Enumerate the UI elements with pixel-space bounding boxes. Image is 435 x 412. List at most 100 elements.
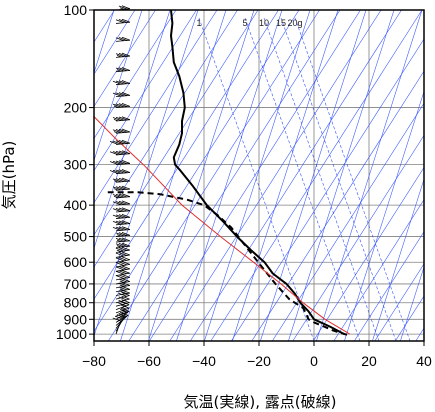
wind-barb-flag — [121, 207, 131, 212]
moist-adiabat-line — [148, 10, 255, 341]
mixing-ratio-line — [280, 17, 397, 341]
moist-adiabat-line — [120, 10, 227, 341]
wind-barb-staff — [115, 142, 130, 145]
wind-barb-flag — [121, 193, 131, 198]
x-tick-label: 20 — [361, 353, 377, 369]
y-tick-label: 300 — [64, 157, 88, 173]
wind-barb-flag — [109, 170, 119, 174]
wind-barb-staff — [115, 234, 130, 237]
wind-barb-flag — [121, 237, 131, 242]
wind-barb-flag — [115, 103, 125, 108]
wind-barb-flag — [112, 221, 122, 225]
wind-barb-flag — [121, 265, 130, 270]
wind-barb — [112, 116, 131, 122]
wind-barb-staff — [115, 203, 130, 206]
wind-barb-flag — [118, 256, 127, 261]
dewpoint-line — [107, 191, 348, 336]
mixing-ratio-label: 15 — [276, 18, 286, 28]
wind-barb-flag — [118, 103, 128, 107]
wind-barb-flag — [121, 295, 130, 300]
wind-barb-staff — [115, 295, 130, 300]
wind-barb-flag — [121, 274, 130, 278]
wind-barb-flag — [115, 129, 125, 133]
wind-barb-flag — [118, 237, 128, 242]
wind-barb-flag — [121, 185, 131, 190]
wind-barb-flag — [118, 247, 127, 251]
dry-adiabat-line — [128, 10, 341, 341]
wind-barb-flag — [112, 92, 122, 97]
wind-barb-staff — [115, 180, 130, 183]
wind-barb-flag — [118, 193, 128, 198]
wind-barb-staff — [115, 259, 130, 263]
wind-barb-flag — [118, 226, 128, 231]
dry-adiabat-line — [94, 10, 279, 300]
wind-barb-flag — [112, 80, 122, 85]
wind-barb-flag — [109, 151, 119, 156]
wind-barb-flag — [115, 201, 125, 205]
wind-barb-flag — [118, 261, 127, 266]
wind-barb-flag — [115, 140, 125, 145]
parcel-line — [94, 115, 351, 335]
wind-barb-flag — [121, 242, 131, 247]
wind-barb — [112, 207, 131, 213]
wind-barb-staff — [115, 210, 130, 213]
moist-adiabat-line — [400, 266, 424, 341]
wind-barb-staff — [115, 131, 130, 134]
moist-adiabat-line — [94, 10, 115, 74]
wind-barb — [112, 102, 131, 108]
wind-barb-staff — [115, 304, 130, 310]
plot-frame — [93, 9, 425, 342]
wind-barb-staff — [115, 21, 130, 24]
y-tick-label: 200 — [64, 100, 88, 116]
mixing-ratio-label: 5 — [242, 18, 247, 28]
moist-adiabat-line — [176, 10, 283, 341]
wind-barb-half-flag — [116, 245, 122, 248]
dry-adiabat-line — [292, 134, 424, 341]
wind-barb-flag — [112, 208, 122, 212]
wind-barb-flag — [121, 200, 131, 205]
wind-barb — [109, 160, 131, 166]
wind-barb-flag — [118, 5, 128, 10]
wind-barb-flag — [112, 103, 122, 108]
wind-barb — [112, 193, 131, 199]
wind-barb-staff — [115, 254, 130, 258]
wind-barb-staff — [115, 281, 130, 285]
wind-barb-flag — [121, 150, 131, 155]
wind-barb-flag — [115, 80, 125, 85]
wind-barb — [109, 169, 131, 175]
wind-barb — [112, 128, 131, 134]
wind-barb-flag — [121, 256, 130, 261]
wind-barb-flag — [118, 274, 127, 279]
wind-barb-staff — [115, 172, 130, 175]
wind-barb-flag — [115, 92, 125, 97]
moist-adiabat-line — [344, 90, 424, 341]
wind-barb-flag — [118, 200, 128, 205]
wind-barb-flag — [118, 37, 128, 41]
wind-barb-flag — [115, 214, 125, 219]
wind-barb-flag — [109, 140, 119, 145]
wind-barb-half-flag — [113, 118, 119, 122]
wind-barb-staff — [115, 39, 130, 42]
moist-adiabat-line — [232, 10, 339, 341]
x-tick-label: −40 — [192, 353, 216, 369]
wind-barb-staff — [115, 119, 130, 122]
dry-adiabat-line — [210, 10, 423, 341]
y-tick-label: 1000 — [56, 326, 87, 342]
wind-barb-flag — [115, 226, 125, 231]
moist-adiabat-line — [260, 10, 367, 341]
wind-barb-staff — [115, 311, 129, 320]
y-tick-label: 700 — [64, 276, 88, 292]
wind-barb-half-flag — [119, 288, 125, 291]
moist-adiabat-line — [288, 10, 395, 341]
wind-barbs-layer — [109, 5, 131, 335]
wind-barb — [112, 200, 131, 206]
wind-barb-flag — [115, 275, 125, 279]
mixing-ratio-line — [244, 17, 361, 341]
wind-barb — [115, 251, 130, 258]
wind-barb-half-flag — [113, 188, 119, 191]
mixing-ratio-line — [294, 17, 411, 341]
dry-adiabat-line — [190, 10, 402, 341]
dry-adiabat-line — [354, 231, 424, 341]
wind-barb-flag — [118, 150, 128, 155]
